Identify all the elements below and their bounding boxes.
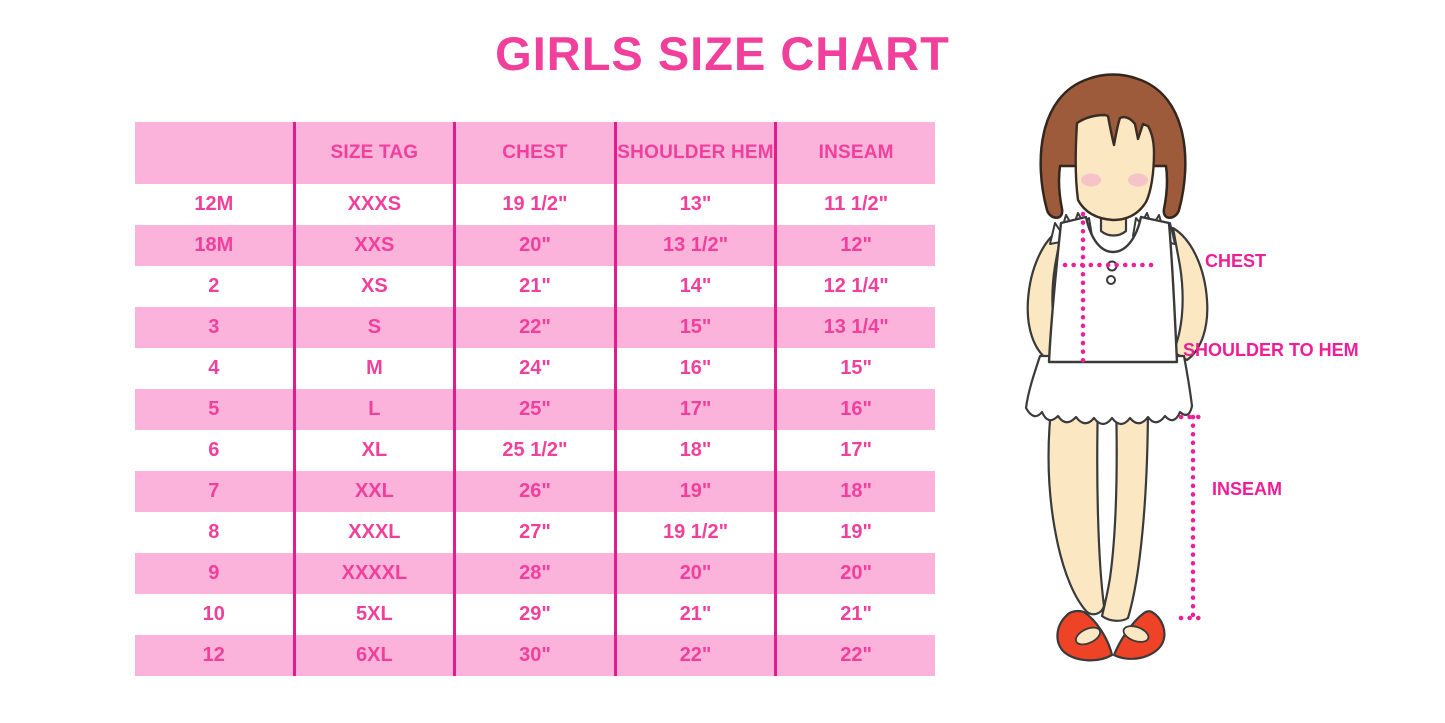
size-chart-table: SIZE TAG CHEST SHOULDER HEM INSEAM 12M X… bbox=[135, 122, 935, 676]
inseam-cell: 18" bbox=[774, 471, 935, 512]
size-cell: 12M bbox=[194, 193, 234, 215]
inseam-cell: 20" bbox=[774, 553, 935, 594]
inseam-cell: 12" bbox=[774, 225, 935, 266]
size-tag-cell: XXXXL bbox=[292, 553, 455, 594]
inseam-cell: 17" bbox=[774, 430, 935, 471]
size-cell: 8 bbox=[208, 521, 220, 543]
size-tag-cell: 6XL bbox=[292, 635, 455, 676]
table-row: 4 M 24" 16" 15" bbox=[135, 348, 935, 389]
size-tag-cell: XS bbox=[292, 266, 455, 307]
shoulder-hem-cell: 22" bbox=[613, 635, 776, 676]
shoulder-hem-cell: 13 1/2" bbox=[613, 225, 776, 266]
girl-illustration bbox=[1024, 73, 1209, 662]
right-arm-shape bbox=[1171, 226, 1209, 362]
size-tag-cell: M bbox=[292, 348, 455, 389]
table-row: 12 6XL 30" 22" 22" bbox=[135, 635, 935, 676]
size-cell: 6 bbox=[208, 439, 220, 461]
skirt-shape bbox=[1024, 354, 1194, 426]
size-cell: 2 bbox=[208, 275, 220, 297]
size-tag-cell: XL bbox=[292, 430, 455, 471]
header-row: SIZE TAG CHEST SHOULDER HEM INSEAM bbox=[135, 122, 935, 184]
size-cell: 12 bbox=[135, 635, 295, 676]
shoulder-hem-cell: 16" bbox=[613, 348, 776, 389]
size-tag-cell: L bbox=[292, 389, 455, 430]
size-cell: 3 bbox=[135, 307, 295, 348]
table-row: 12M XXXS 19 1/2" 13" 11 1/2" bbox=[135, 184, 935, 225]
shoulder-hem-cell: 21" bbox=[613, 594, 776, 635]
table-row: 10 5XL 29" 21" 21" bbox=[135, 594, 935, 635]
table-row: 5 L 25" 17" 16" bbox=[135, 389, 935, 430]
size-tag-cell: XXXL bbox=[292, 512, 455, 553]
page-title: GIRLS SIZE CHART bbox=[495, 27, 950, 80]
table-row: 18M XXS 20" 13 1/2" 12" bbox=[135, 225, 935, 266]
shoulder-hem-cell: 20" bbox=[613, 553, 776, 594]
inseam-cell: 12 1/4" bbox=[774, 266, 935, 307]
left-blush bbox=[1081, 173, 1101, 187]
inseam-cell: 16" bbox=[774, 389, 935, 430]
header-cell-blank bbox=[135, 122, 295, 184]
size-tag-cell: XXS bbox=[292, 225, 455, 266]
inseam-cell: 21" bbox=[774, 594, 935, 635]
size-cell: 4 bbox=[208, 357, 220, 379]
size-tag-cell: S bbox=[292, 307, 455, 348]
shoulder-hem-cell: 17" bbox=[613, 389, 776, 430]
face-shape bbox=[1074, 113, 1156, 222]
chest-cell: 29" bbox=[453, 594, 616, 635]
inseam-cell: 19" bbox=[774, 512, 935, 553]
chest-cell: 25" bbox=[453, 389, 616, 430]
chest-cell: 28" bbox=[453, 553, 616, 594]
table-row: 3 S 22" 15" 13 1/4" bbox=[135, 307, 935, 348]
header-cell-chest: CHEST bbox=[453, 122, 616, 184]
size-tag-cell: XXL bbox=[292, 471, 455, 512]
size-cell: 7 bbox=[135, 471, 295, 512]
inseam-cell: 22" bbox=[774, 635, 935, 676]
right-blush bbox=[1128, 173, 1148, 187]
table-row: 7 XXL 26" 19" 18" bbox=[135, 471, 935, 512]
measurement-figure: CHEST SHOULDER TO HEM INSEAM bbox=[990, 60, 1445, 723]
chest-cell: 19 1/2" bbox=[453, 184, 616, 225]
inseam-cell: 13 1/4" bbox=[774, 307, 935, 348]
size-tag-cell: XXXS bbox=[292, 184, 455, 225]
size-table-body: 12M XXXS 19 1/2" 13" 11 1/2" 18M XXS 20"… bbox=[135, 184, 935, 676]
shoulder-hem-cell: 15" bbox=[613, 307, 776, 348]
chest-cell: 22" bbox=[453, 307, 616, 348]
size-cell: 5 bbox=[135, 389, 295, 430]
chest-cell: 30" bbox=[453, 635, 616, 676]
table-row: 6 XL 25 1/2" 18" 17" bbox=[135, 430, 935, 471]
chest-cell: 24" bbox=[453, 348, 616, 389]
table-row: 2 XS 21" 14" 12 1/4" bbox=[135, 266, 935, 307]
header-cell-inseam: INSEAM bbox=[774, 122, 935, 184]
shoulder-hem-cell: 18" bbox=[613, 430, 776, 471]
chest-cell: 20" bbox=[453, 225, 616, 266]
size-tag-cell: 5XL bbox=[292, 594, 455, 635]
chest-cell: 27" bbox=[453, 512, 616, 553]
right-leg-shape bbox=[1100, 398, 1150, 622]
inseam-cell: 15" bbox=[774, 348, 935, 389]
size-cell: 10 bbox=[202, 603, 225, 625]
shoulder-hem-cell: 19 1/2" bbox=[613, 512, 776, 553]
size-cell: 18M bbox=[135, 225, 295, 266]
shirt-shape bbox=[1047, 215, 1179, 364]
chest-measurement-label: CHEST bbox=[1205, 251, 1267, 271]
chest-cell: 21" bbox=[453, 266, 616, 307]
shoulder-hem-cell: 19" bbox=[613, 471, 776, 512]
inseam-cell: 11 1/2" bbox=[774, 184, 935, 225]
bottom-button bbox=[1106, 275, 1116, 285]
inseam-measurement-label: INSEAM bbox=[1212, 479, 1283, 499]
header-cell-size-tag: SIZE TAG bbox=[292, 122, 455, 184]
chest-cell: 26" bbox=[453, 471, 616, 512]
shoulder-hem-cell: 14" bbox=[613, 266, 776, 307]
left-shoe-opening bbox=[1074, 626, 1102, 646]
shoulder-hem-cell: 13" bbox=[613, 184, 776, 225]
chest-cell: 25 1/2" bbox=[453, 430, 616, 471]
table-row: 8 XXXL 27" 19 1/2" 19" bbox=[135, 512, 935, 553]
header-cell-shoulder-hem: SHOULDER HEM bbox=[613, 122, 776, 184]
size-cell: 9 bbox=[135, 553, 295, 594]
shoulder-to-hem-measurement-label: SHOULDER TO HEM bbox=[1183, 340, 1359, 360]
left-leg-shape bbox=[1047, 398, 1106, 616]
right-shoe-opening bbox=[1122, 625, 1150, 643]
table-row: 9 XXXXL 28" 20" 20" bbox=[135, 553, 935, 594]
size-table-head: SIZE TAG CHEST SHOULDER HEM INSEAM bbox=[135, 122, 935, 184]
